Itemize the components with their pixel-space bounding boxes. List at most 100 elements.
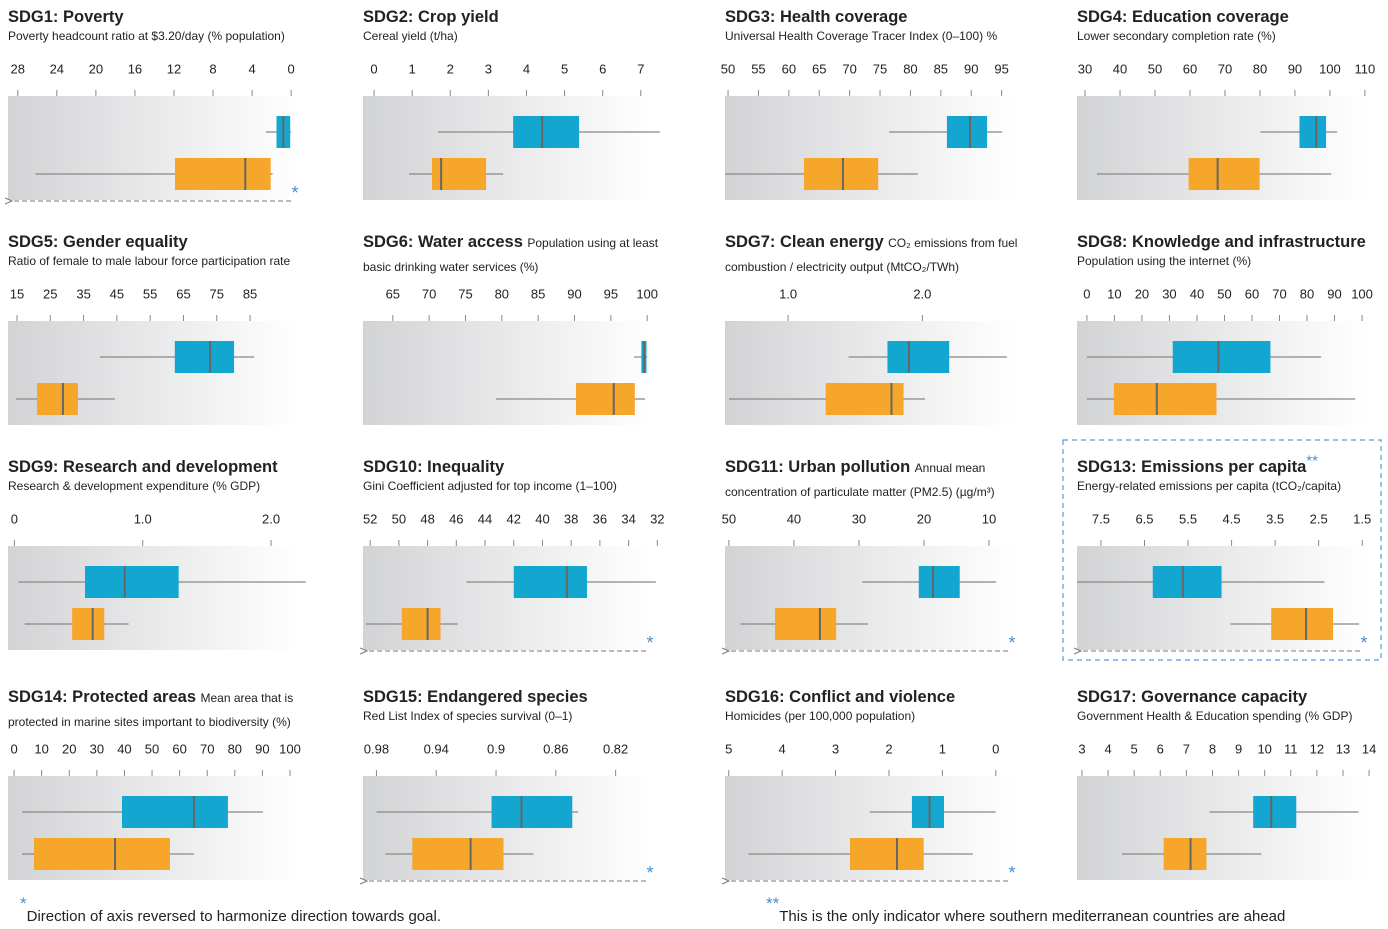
box xyxy=(33,838,170,870)
reversed-marker: * xyxy=(291,183,298,203)
x-tick-label: 40 xyxy=(787,511,801,526)
panel-header: SDG10: Inequality Gini Coefficient adjust… xyxy=(363,456,668,493)
x-tick-label: 38 xyxy=(564,511,578,526)
x-tick-label: 6 xyxy=(599,61,606,76)
panel-subtitle: Homicides (per 100,000 population) xyxy=(725,709,916,723)
x-tick-label: 5 xyxy=(1131,741,1138,756)
x-tick-label: 1.0 xyxy=(134,511,152,526)
box xyxy=(72,608,105,640)
x-tick-label: 3.5 xyxy=(1266,511,1284,526)
x-tick-label: 42 xyxy=(507,511,521,526)
panel-subtitle: Government Health & Education spending (… xyxy=(1077,709,1353,723)
x-tick-label: 14 xyxy=(1362,741,1376,756)
x-tick-label: 0.82 xyxy=(603,741,628,756)
x-tick-label: 90 xyxy=(1288,61,1302,76)
x-tick-label: 11 xyxy=(1284,741,1298,756)
box xyxy=(849,838,924,870)
x-tick-label: 1 xyxy=(409,61,416,76)
x-tick-label: 0.98 xyxy=(364,741,389,756)
x-tick-label: 7 xyxy=(1183,741,1190,756)
x-tick-label: 45 xyxy=(110,286,124,301)
box xyxy=(513,566,587,598)
x-tick-label: 80 xyxy=(228,741,242,756)
panel-header: SDG7: Clean energy CO₂ emissions from fu… xyxy=(725,231,1030,279)
panel-subtitle: Poverty headcount ratio at $3.20/day (% … xyxy=(8,29,285,43)
x-tick-label: 0 xyxy=(11,511,18,526)
footnote-mark: * xyxy=(20,894,27,913)
box xyxy=(911,796,944,828)
panel-title: SDG14: Protected areas xyxy=(8,688,197,706)
x-tick-label: 52 xyxy=(363,511,377,526)
x-tick-label: 70 xyxy=(422,286,436,301)
x-tick-label: 28 xyxy=(11,61,25,76)
reversed-marker: * xyxy=(1008,633,1015,653)
x-tick-label: 1.5 xyxy=(1353,511,1371,526)
x-tick-label: 60 xyxy=(1183,61,1197,76)
x-tick-label: 16 xyxy=(128,61,142,76)
footnote-text: This is the only indicator where souther… xyxy=(779,908,1286,925)
x-tick-label: 90 xyxy=(567,286,581,301)
panel-subtitle: Population using at least basic drinking… xyxy=(363,236,659,274)
footnote: *Direction of axis reversed to harmonize… xyxy=(20,894,441,926)
box xyxy=(491,796,573,828)
panel-header: SDG9: Research and development Research &… xyxy=(8,456,313,493)
x-tick-label: 0 xyxy=(10,741,17,756)
x-tick-label: 46 xyxy=(449,511,463,526)
box xyxy=(1271,608,1334,640)
x-tick-label: 40 xyxy=(1190,286,1204,301)
x-tick-label: 2.5 xyxy=(1310,511,1328,526)
x-tick-label: 20 xyxy=(1135,286,1149,301)
panel-subtitle: Lower secondary completion rate (%) xyxy=(1077,29,1276,43)
x-tick-label: 3 xyxy=(832,741,839,756)
x-tick-label: 4 xyxy=(248,61,255,76)
x-tick-label: 0 xyxy=(992,741,999,756)
panel-header: SDG14: Protected areas Mean area that is… xyxy=(8,686,313,734)
panel-header: SDG4: Education coverage Lower secondary … xyxy=(1077,6,1382,43)
box xyxy=(401,608,441,640)
x-tick-label: 0.94 xyxy=(424,741,449,756)
x-tick-label: 20 xyxy=(917,511,931,526)
x-tick-label: 8 xyxy=(1209,741,1216,756)
x-tick-label: 1 xyxy=(939,741,946,756)
x-tick-label: 35 xyxy=(76,286,90,301)
x-tick-label: 50 xyxy=(1217,286,1231,301)
x-tick-label: 90 xyxy=(1327,286,1341,301)
box xyxy=(84,566,179,598)
panel-header: SDG11: Urban pollution Annual mean conce… xyxy=(725,456,1030,504)
x-tick-label: 100 xyxy=(279,741,301,756)
x-tick-label: 30 xyxy=(1078,61,1092,76)
x-tick-label: 80 xyxy=(495,286,509,301)
x-tick-label: 1.0 xyxy=(779,286,797,301)
panel-subtitle: Ratio of female to male labour force par… xyxy=(8,254,291,268)
panel-header: SDG16: Conflict and violence Homicides (p… xyxy=(725,686,1030,723)
panel-subtitle: Research & development expenditure (% GD… xyxy=(8,479,261,493)
x-tick-label: 90 xyxy=(255,741,269,756)
x-tick-label: 0.9 xyxy=(487,741,505,756)
x-tick-label: 70 xyxy=(842,61,856,76)
x-tick-label: 65 xyxy=(812,61,826,76)
panel-header: SDG5: Gender equality Ratio of female to … xyxy=(8,231,313,268)
plot-background xyxy=(725,546,1015,650)
title-marker: ** xyxy=(1306,452,1318,470)
x-tick-label: 24 xyxy=(50,61,64,76)
x-tick-label: 20 xyxy=(89,61,103,76)
box xyxy=(121,796,228,828)
footnote: **This is the only indicator where south… xyxy=(766,894,1286,926)
panel-header: SDG2: Crop yield Cereal yield (t/ha) xyxy=(363,6,668,43)
x-tick-label: 30 xyxy=(90,741,104,756)
x-tick-label: 95 xyxy=(994,61,1008,76)
panel-title: SDG9: Research and development xyxy=(8,458,278,476)
box xyxy=(1299,116,1327,148)
panel-subtitle: Mean area that is protected in marine si… xyxy=(8,691,294,729)
x-tick-label: 50 xyxy=(392,511,406,526)
plot-background xyxy=(363,96,653,200)
panel-subtitle: Population using the internet (%) xyxy=(1077,254,1252,268)
panel-title: SDG11: Urban pollution xyxy=(725,458,911,476)
x-tick-label: 6 xyxy=(1157,741,1164,756)
x-tick-label: 100 xyxy=(1351,286,1373,301)
x-tick-label: 2.0 xyxy=(262,511,280,526)
panel-title: SDG1: Poverty xyxy=(8,8,124,26)
panel-title: SDG2: Crop yield xyxy=(363,8,499,26)
box xyxy=(775,608,837,640)
x-tick-label: 70 xyxy=(1272,286,1286,301)
